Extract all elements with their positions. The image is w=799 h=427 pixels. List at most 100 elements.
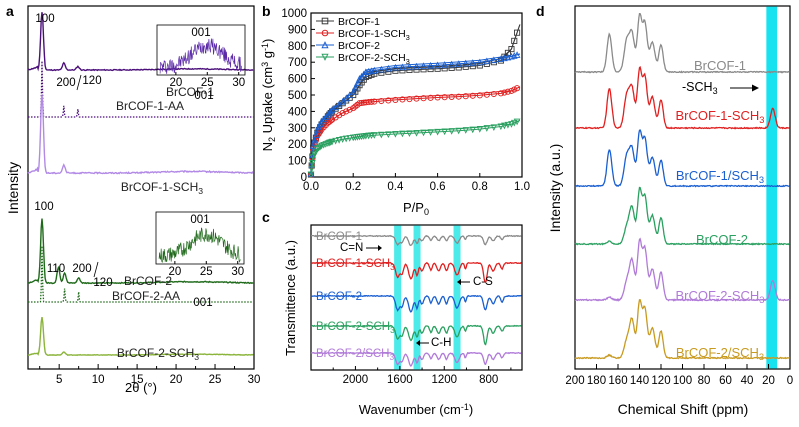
- ftir-series-line: [310, 294, 522, 313]
- xrd-peak-annotation: 001: [194, 90, 213, 102]
- nmr-series-line: [574, 298, 791, 360]
- isotherm-point: [311, 136, 318, 144]
- isotherm-line: [310, 119, 521, 175]
- isotherm-point: [508, 121, 515, 128]
- inset-xtick-label: 25: [201, 77, 214, 89]
- isotherm-point: [508, 46, 515, 53]
- nmr-series-label: BrCOF-2-SCH3: [676, 288, 765, 305]
- nmr-series-label: BrCOF-1/SCH3: [676, 168, 764, 185]
- isotherm-point: [504, 53, 512, 61]
- isotherm-point: [365, 99, 372, 106]
- panel-b-ytick-label: 500: [288, 90, 307, 102]
- ftir-annotation-cs: C-S: [473, 276, 493, 288]
- ftir-arrowhead: [378, 245, 382, 251]
- xrd-peak-annotation: 100: [35, 13, 54, 25]
- nmr-series-label: BrCOF-2: [696, 232, 748, 247]
- isotherm-point: [399, 67, 406, 74]
- nmr-annotation-sch3: -SCH3: [682, 80, 718, 96]
- isotherm-point: [420, 62, 427, 69]
- isotherm-point: [497, 55, 505, 62]
- isotherm-point: [385, 64, 392, 72]
- isotherm-point: [476, 126, 484, 133]
- inset-xtick-label: 20: [168, 266, 181, 278]
- panel-c-xtick-label: 1200: [431, 374, 457, 386]
- ftir-annotation-ch: C-H: [431, 337, 451, 349]
- isotherm-point: [346, 135, 354, 142]
- isotherm-point: [327, 117, 334, 124]
- isotherm-point: [441, 94, 448, 101]
- isotherm-point: [511, 86, 518, 93]
- isotherm-point: [413, 129, 420, 137]
- isotherm-point: [370, 66, 378, 74]
- isotherm-point: [314, 146, 321, 153]
- isotherm-point: [501, 89, 508, 96]
- isotherm-point: [490, 124, 498, 131]
- panel-b-ytick-label: 600: [288, 74, 307, 86]
- panel-b-xtick-label: 1.0: [514, 181, 530, 193]
- isotherm-point: [469, 126, 477, 134]
- isotherm-point: [476, 92, 483, 99]
- panel-label-c: c: [262, 209, 270, 225]
- isotherm-point: [469, 63, 476, 70]
- panel-label-d: d: [536, 3, 545, 19]
- inset-pattern-line: [158, 227, 241, 264]
- panel-b-ytick-label: 900: [288, 24, 307, 36]
- isotherm-point: [328, 138, 336, 146]
- isotherm-point: [312, 131, 320, 138]
- panel-a-xtick-label: 25: [209, 374, 222, 386]
- inset-1-frame: [156, 24, 246, 76]
- nmr-series-line: [574, 129, 791, 188]
- isotherm-point: [469, 59, 477, 66]
- isotherm-point: [309, 142, 317, 149]
- panel-b-isotherm: 0.0 0.2 0.4 0.6 0.8 1.0 0 100 200 300 400 500 600 700…: [260, 8, 530, 217]
- isotherm-point: [434, 128, 441, 136]
- panel-b-xtick-label: 0.6: [430, 181, 446, 193]
- isotherm-point: [420, 95, 427, 102]
- isotherm-point: [316, 143, 324, 151]
- isotherm-point: [448, 93, 455, 100]
- panel-b-xtick-label: 0.2: [345, 181, 361, 193]
- isotherm-point: [413, 95, 420, 102]
- nmr-series-line: [574, 13, 791, 74]
- panel-b-ytick-label: 800: [288, 41, 307, 53]
- isotherm-point: [406, 95, 413, 103]
- isotherm-point: [427, 94, 434, 101]
- xrd-peak-annotation: 001: [193, 297, 212, 309]
- isotherm-point: [413, 66, 420, 73]
- xrd-series-line: [28, 245, 254, 303]
- isotherm-point: [508, 87, 515, 94]
- panel-d-xtick-label: 0: [787, 375, 793, 387]
- xrd-peak-annotation: 110: [47, 263, 65, 275]
- isotherm-point: [309, 160, 316, 167]
- xrd-series-label: BrCOF-2-AA: [112, 289, 180, 303]
- isotherm-point: [462, 63, 469, 70]
- isotherm-point: [514, 29, 521, 36]
- isotherm-point: [356, 100, 363, 107]
- isotherm-point: [441, 128, 448, 136]
- isotherm-point: [455, 93, 462, 100]
- isotherm-point: [339, 109, 346, 117]
- panel-d-xtick-label: 120: [651, 375, 670, 387]
- isotherm-point: [325, 139, 333, 147]
- isotherm-point: [476, 62, 483, 69]
- isotherm-point: [406, 130, 413, 137]
- isotherm-point: [324, 111, 332, 118]
- isotherm-point: [513, 118, 521, 126]
- xrd-peak-annotation: 120: [93, 277, 112, 289]
- isotherm-point: [497, 90, 504, 97]
- panel-label-a: a: [6, 3, 14, 19]
- ftir-highlight-band: [394, 225, 402, 370]
- ftir-series-label: BrCOF-2/SCH3: [316, 348, 394, 362]
- isotherm-point: [308, 165, 316, 173]
- legend-entry: BrCOF-1: [338, 16, 380, 28]
- panel-d-xtick-label: 200: [565, 375, 584, 387]
- isotherm-point: [511, 37, 518, 44]
- isotherm-point: [501, 54, 508, 62]
- panel-d-xtick-label: 20: [762, 375, 775, 387]
- isotherm-point: [399, 63, 406, 71]
- panel-b-ytick-label: 300: [288, 123, 307, 135]
- legend-marker: [321, 17, 329, 25]
- xrd-series-label: BrCOF-1-SCH3: [121, 180, 203, 196]
- xrd-peak-annotation: 120: [82, 75, 101, 87]
- isotherm-point: [362, 99, 369, 106]
